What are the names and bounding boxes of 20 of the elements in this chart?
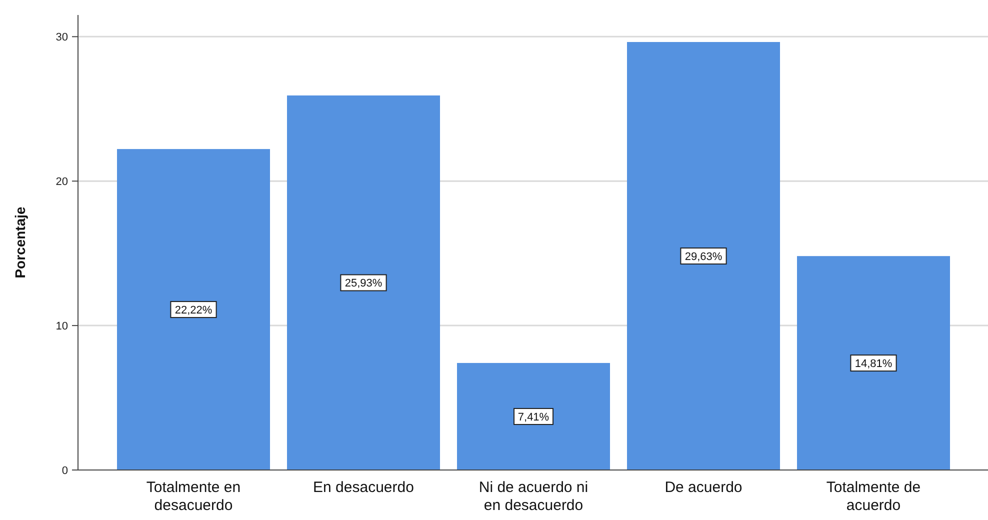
bar — [627, 42, 780, 470]
data-label: 14,81% — [854, 358, 892, 370]
bar — [457, 362, 610, 470]
bar — [287, 95, 440, 470]
data-label: 29,63% — [684, 250, 722, 263]
y-axis-title: Porcentaje — [12, 206, 28, 278]
x-tick-label: En desacuerdo — [313, 479, 414, 496]
x-tick-label: Ni de acuerdo ni en desacuerdo — [478, 479, 588, 514]
y-tick-label: 30 — [56, 32, 68, 44]
data-label: 25,93% — [344, 278, 382, 290]
bar — [797, 256, 950, 470]
y-tick-label: 20 — [56, 176, 68, 188]
x-tick-label: De acuerdo — [664, 479, 742, 496]
data-label: 22,22% — [174, 304, 212, 316]
bar — [117, 149, 270, 470]
data-label: 7,41% — [518, 411, 550, 424]
y-tick-label: 0 — [62, 464, 68, 477]
y-tick-label: 10 — [56, 320, 68, 332]
x-tick-label: Totalmente de acuerdo — [826, 479, 921, 514]
x-tick-label: Totalmente en desacuerdo — [146, 479, 241, 514]
